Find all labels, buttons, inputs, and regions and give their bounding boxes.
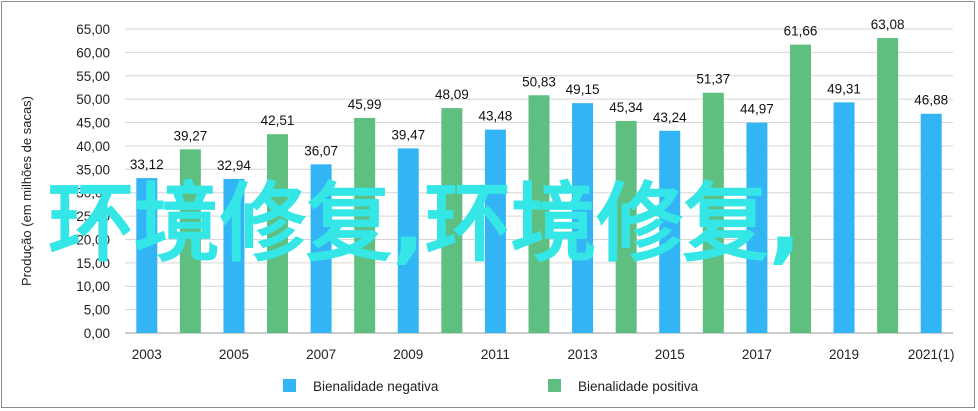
bar-value-label: 46,88 [914, 93, 948, 108]
x-tick-label: 2017 [742, 347, 772, 362]
x-tick-label: 2003 [132, 347, 162, 362]
y-tick-label: 25,00 [76, 209, 110, 224]
bar [354, 117, 376, 333]
bar-value-label: 61,66 [784, 24, 818, 39]
y-tick-label: 30,00 [76, 186, 110, 201]
y-tick-label: 45,00 [76, 116, 110, 131]
bar [659, 130, 681, 333]
y-tick-label: 0,00 [84, 326, 110, 341]
bar-value-label: 49,31 [827, 81, 861, 96]
legend-label: Bienalidade negativa [313, 379, 439, 394]
legend-swatch [283, 379, 296, 392]
bar [528, 95, 550, 333]
x-tick-label: 2011 [481, 347, 510, 362]
bar [484, 129, 506, 333]
bars: 33,12 39,27 32,94 42,51 36,07 45,99 39,47 48,09… [130, 17, 948, 334]
bar-value-label: 45,99 [348, 97, 382, 112]
bar [920, 113, 942, 333]
legend-swatch [548, 379, 561, 392]
bar [310, 164, 332, 333]
bar [267, 134, 289, 333]
bar [223, 178, 245, 333]
bar-value-label: 43,48 [479, 109, 513, 124]
y-tick-label: 50,00 [76, 92, 110, 107]
bar-value-label: 50,83 [522, 74, 556, 89]
y-tick-label: 10,00 [76, 279, 110, 294]
x-tick-label: 2015 [655, 347, 685, 362]
x-tick-label: 2009 [393, 347, 423, 362]
bar-value-label: 32,94 [217, 158, 251, 173]
y-tick-label: 40,00 [76, 139, 110, 154]
bar-value-label: 49,15 [566, 82, 600, 97]
bar [746, 122, 768, 333]
bar [833, 102, 855, 333]
bar-value-label: 43,24 [653, 110, 687, 125]
y-axis-ticks: 0,00 5,00 10,00 15,00 20,00 25,00 30,00 35,00 40… [76, 22, 110, 341]
x-tick-label: 2005 [219, 347, 249, 362]
bar-value-label: 39,47 [391, 127, 425, 142]
bar-value-label: 36,07 [304, 143, 338, 158]
x-tick-label: 2013 [568, 347, 598, 362]
x-tick-label: 2021(1) [908, 347, 955, 362]
bar-value-label: 45,34 [609, 100, 643, 115]
y-tick-label: 60,00 [76, 45, 110, 60]
legend: Bienalidade negativa Bienalidade positiva [283, 379, 699, 394]
bar-value-label: 44,97 [740, 102, 774, 117]
bar [397, 148, 419, 333]
bar-value-label: 42,51 [261, 113, 295, 128]
bar [136, 178, 158, 333]
bar-value-label: 51,37 [696, 72, 730, 87]
bar [441, 108, 463, 334]
bar-value-label: 63,08 [871, 17, 905, 32]
legend-label: Bienalidade positiva [578, 379, 699, 394]
y-tick-label: 5,00 [84, 303, 110, 318]
bar [179, 149, 201, 333]
y-tick-label: 35,00 [76, 162, 110, 177]
y-axis-label: Produção (em milhões de sacas) [19, 96, 34, 286]
x-tick-label: 2007 [306, 347, 336, 362]
bar [877, 37, 899, 334]
bar [789, 44, 811, 334]
x-tick-label: 2019 [829, 347, 859, 362]
y-tick-label: 65,00 [76, 22, 110, 37]
bar-value-label: 48,09 [435, 87, 469, 102]
y-tick-label: 15,00 [76, 256, 110, 271]
watermark-text: 环境修复,环境修复, [48, 174, 801, 274]
gridlines [125, 28, 953, 334]
bar [615, 120, 637, 334]
x-axis-ticks: 2003 2005 2007 2009 2011 2013 2015 2017 2019 2021… [132, 347, 955, 362]
y-tick-label: 55,00 [76, 69, 110, 84]
bar [572, 103, 594, 333]
y-tick-label: 20,00 [76, 232, 110, 247]
bar-value-label: 39,27 [173, 128, 207, 143]
bar [702, 92, 724, 333]
bar-value-label: 33,12 [130, 157, 164, 172]
